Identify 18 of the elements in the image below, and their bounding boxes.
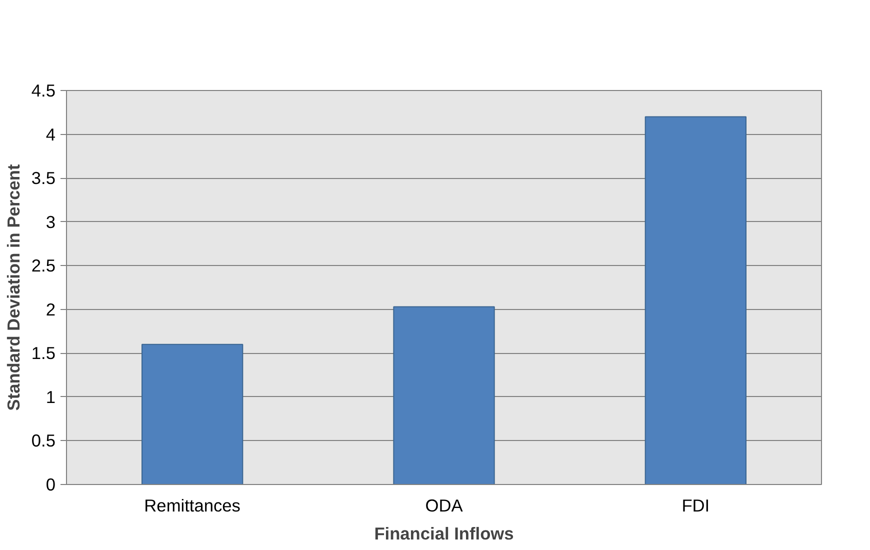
y-tick-label: 1.5 <box>31 343 56 364</box>
x-axis-title: Financial Inflows <box>374 524 514 544</box>
bar <box>644 116 746 484</box>
x-tick-label: FDI <box>682 496 710 516</box>
x-tick-label: ODA <box>425 496 464 516</box>
y-axis-title: Standard Deviation in Percent <box>3 164 24 411</box>
y-tick-label: 0.5 <box>31 430 56 451</box>
bar <box>142 344 244 484</box>
y-tick-label: 2 <box>46 299 56 320</box>
y-tick-label: 0 <box>46 474 56 494</box>
y-tick-label: 3.5 <box>31 168 56 188</box>
x-tick-label: Remittances <box>144 496 241 516</box>
y-tick-label: 2.5 <box>31 256 56 276</box>
bar <box>393 306 495 484</box>
y-tick-label: 1 <box>46 386 56 407</box>
y-tick-label: 3 <box>46 212 56 232</box>
y-tick-label: 4.5 <box>31 80 56 100</box>
y-tick-label: 4 <box>46 124 56 144</box>
